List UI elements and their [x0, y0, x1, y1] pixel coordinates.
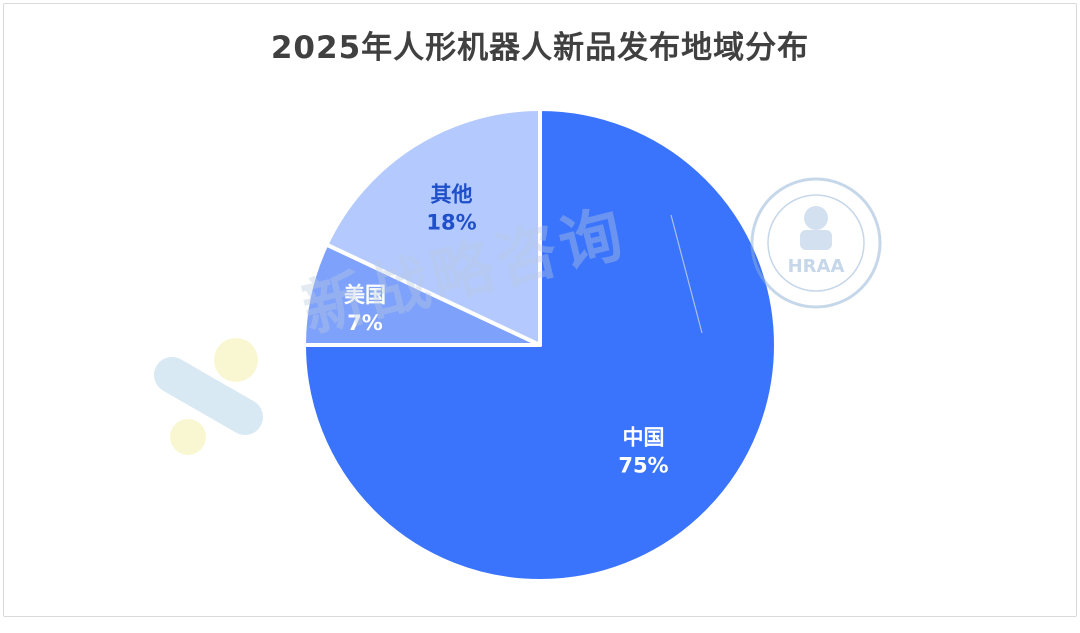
pie-slices	[302, 107, 778, 583]
slice-percent-label-2: 18%	[426, 211, 476, 235]
slice-percent-label-0: 75%	[618, 453, 668, 477]
logo-dot-bottom	[170, 419, 206, 455]
hraa-seal-watermark: HRAA	[750, 177, 882, 309]
chart-title: 2025年人形机器人新品发布地域分布	[270, 30, 810, 66]
pie-labels: 中国 75% 美国 7% 其他 18%	[344, 183, 669, 478]
slice-percent-label-1: 7%	[347, 311, 383, 335]
slice-category-label-1: 美国	[344, 283, 386, 307]
logo-stroke	[154, 357, 263, 435]
seal-ring	[750, 177, 882, 309]
slice-category-label-0: 中国	[622, 425, 664, 449]
slice-category-label-2: 其他	[430, 183, 472, 207]
pie-slice-1	[302, 242, 542, 347]
pie-slice-2	[324, 107, 542, 347]
logo-dot-top	[214, 338, 258, 382]
decorative-line	[670, 214, 703, 334]
robot-body-icon	[800, 230, 832, 250]
seal-inner-ring	[767, 194, 865, 292]
company-logo-watermark	[154, 338, 263, 455]
robot-head-icon	[804, 206, 828, 230]
seal-logo-text: HRAA	[788, 256, 845, 277]
